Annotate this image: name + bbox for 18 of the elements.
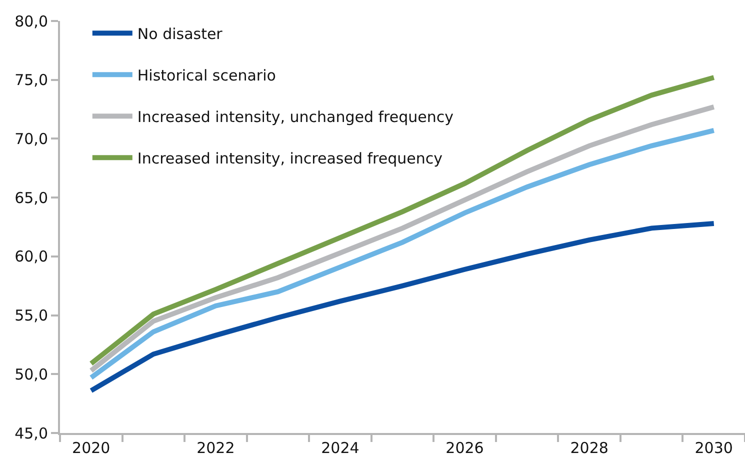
y-tick-label: 50,0: [14, 365, 48, 384]
x-tick-label: 2028: [570, 439, 608, 457]
x-tick-label: 2026: [446, 439, 484, 457]
y-tick-label: 55,0: [14, 306, 48, 325]
y-tick-label: 70,0: [14, 130, 48, 148]
x-tick-label: 2022: [196, 439, 235, 457]
y-tick-label: 80,0: [14, 12, 48, 30]
x-tick-label: 2030: [694, 439, 733, 457]
y-tick-label: 60,0: [14, 248, 48, 266]
y-tick-label: 75,0: [14, 71, 48, 90]
x-tick-label: 2020: [72, 439, 110, 457]
y-tick-label: 65,0: [14, 188, 48, 207]
legend-label: Increased intensity, unchanged frequency: [137, 108, 454, 126]
legend-label: Increased intensity, increased frequency: [137, 149, 443, 168]
legend-label: Historical scenario: [137, 66, 276, 84]
x-tick-label: 2024: [321, 439, 360, 457]
legend-label: No disaster: [137, 24, 224, 43]
y-tick-label: 45,0: [14, 424, 48, 442]
